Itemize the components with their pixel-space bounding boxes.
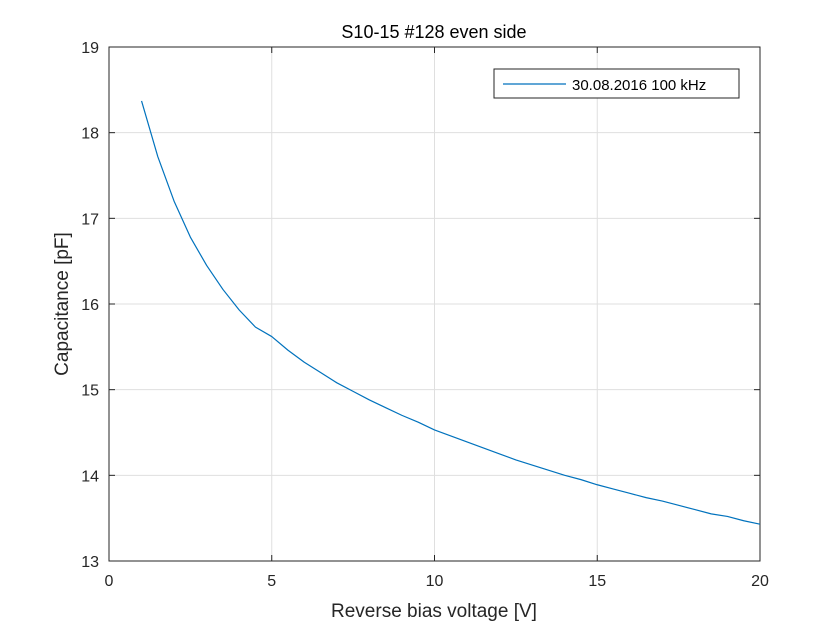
legend: 30.08.2016 100 kHz (493, 68, 740, 99)
x-tick-label: 15 (588, 573, 606, 590)
y-tick-label: 18 (81, 126, 99, 143)
axis-ticks: 0 5 10 15 20 13 14 15 16 17 18 19 (81, 40, 769, 590)
chart-title: S10-15 #128 even side (341, 22, 526, 42)
y-axis-label: Capacitance [pF] (52, 232, 73, 376)
y-tick-label: 14 (81, 468, 99, 485)
x-tick-label: 20 (751, 573, 769, 590)
grid-lines (108, 46, 761, 562)
legend-entry-label: 30.08.2016 100 kHz (572, 77, 706, 94)
series-line-0 (140, 100, 761, 525)
y-tick-label: 17 (81, 211, 99, 228)
x-tick-label: 10 (426, 573, 444, 590)
x-tick-label: 0 (105, 573, 114, 590)
y-tick-label: 16 (81, 297, 99, 314)
x-tick-label: 5 (267, 573, 276, 590)
x-axis-label: Reverse bias voltage [V] (331, 601, 537, 622)
y-tick-label: 19 (81, 40, 99, 57)
y-tick-label: 13 (81, 554, 99, 571)
series-group (140, 100, 761, 525)
y-tick-label: 15 (81, 383, 99, 400)
